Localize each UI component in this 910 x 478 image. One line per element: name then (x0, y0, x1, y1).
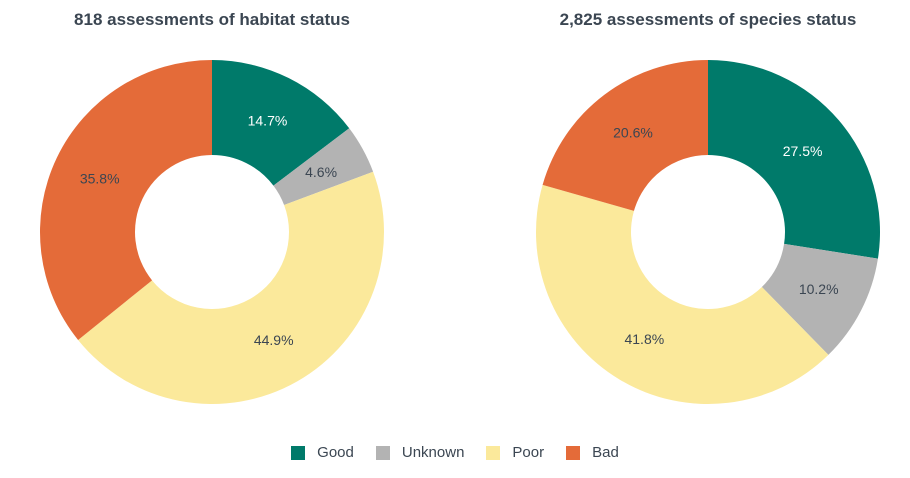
slice-label-habitat-unknown: 4.6% (305, 164, 337, 180)
slice-habitat-unknown[interactable] (273, 128, 374, 206)
chart-title-species: 2,825 assessments of species status (559, 10, 857, 29)
legend-swatch-poor (486, 445, 501, 460)
slice-habitat-poor[interactable] (78, 171, 384, 404)
slice-habitat-good[interactable] (212, 60, 350, 186)
slice-label-habitat-poor: 44.9% (254, 332, 294, 348)
slice-label-habitat-good: 14.7% (248, 113, 288, 129)
legend: Good Unknown Poor Bad (0, 444, 910, 461)
legend-swatch-good (291, 445, 306, 460)
legend-item-bad[interactable]: Bad (566, 444, 619, 461)
legend-label-poor: Poor (512, 444, 545, 461)
legend-item-poor[interactable]: Poor (486, 444, 544, 461)
slice-label-species-poor: 41.8% (624, 331, 664, 347)
slice-label-species-good: 27.5% (783, 143, 823, 159)
slice-species-poor[interactable] (536, 184, 829, 404)
slice-label-species-unknown: 10.2% (799, 281, 839, 297)
legend-label-good: Good (317, 444, 354, 461)
legend-swatch-unknown (375, 445, 390, 460)
slice-species-good[interactable] (708, 60, 880, 259)
legend-item-good[interactable]: Good (291, 444, 354, 461)
legend-item-unknown[interactable]: Unknown (375, 444, 465, 461)
slice-label-habitat-bad: 35.8% (80, 170, 120, 186)
chart-title-habitat: 818 assessments of habitat status (74, 10, 350, 29)
slice-label-species-bad: 20.6% (613, 125, 653, 141)
slice-species-bad[interactable] (542, 59, 708, 211)
slice-species-unknown[interactable] (761, 243, 878, 355)
legend-label-unknown: Unknown (401, 444, 465, 461)
slice-habitat-bad[interactable] (39, 60, 212, 340)
legend-label-bad: Bad (592, 444, 619, 461)
legend-swatch-bad (566, 445, 581, 460)
